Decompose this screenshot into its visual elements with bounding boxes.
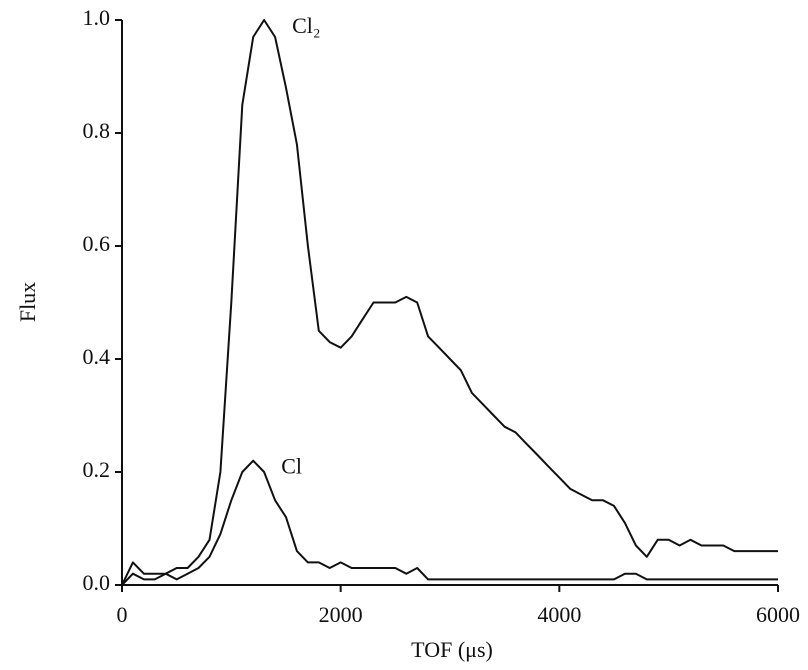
x-tick-label: 4000 xyxy=(537,602,581,627)
y-tick-label: 0.6 xyxy=(83,231,111,256)
x-tick-label: 2000 xyxy=(319,602,363,627)
x-tick-label: 6000 xyxy=(756,602,800,627)
y-axis-label: Flux xyxy=(15,282,40,322)
x-axis-label: TOF (μs) xyxy=(411,637,493,662)
series-label: Cl xyxy=(281,454,302,479)
y-tick-label: 0.2 xyxy=(83,457,111,482)
series-line xyxy=(121,459,778,586)
y-tick-label: 0.0 xyxy=(83,570,111,595)
y-tick-label: 0.4 xyxy=(83,344,111,369)
y-tick-label: 1.0 xyxy=(83,5,111,30)
series-line xyxy=(121,19,778,586)
axes xyxy=(121,20,778,586)
series-label: Cl₂ xyxy=(292,13,320,38)
x-tick-label: 0 xyxy=(117,602,128,627)
y-tick-label: 0.8 xyxy=(83,118,111,143)
